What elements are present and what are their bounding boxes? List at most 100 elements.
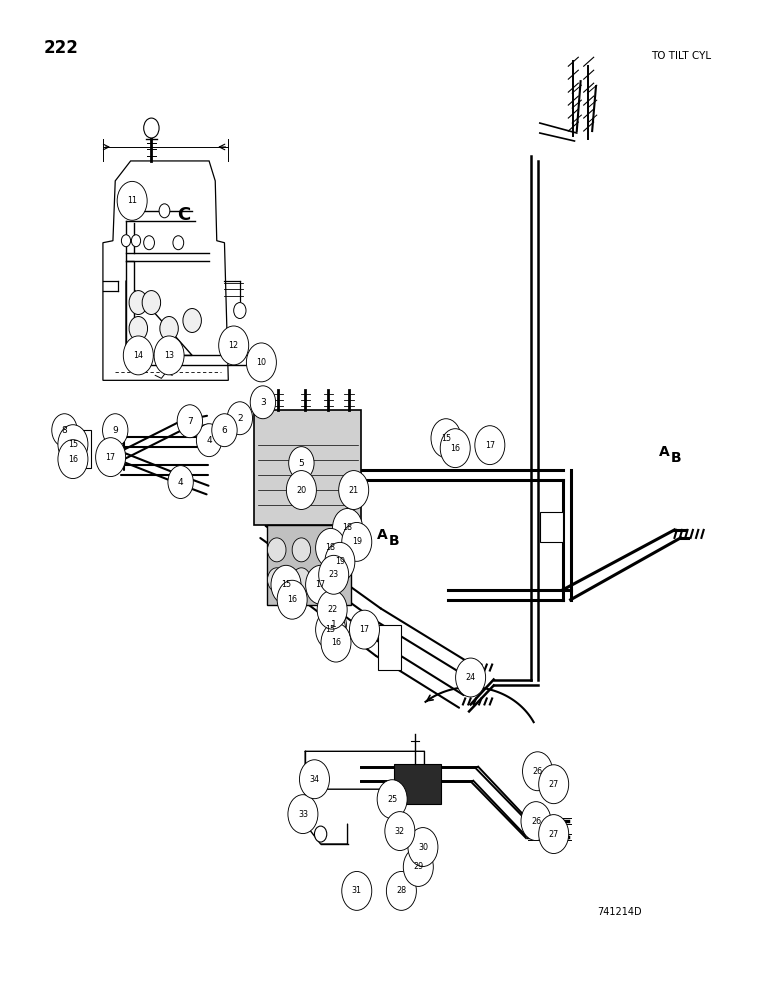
Circle shape <box>321 623 351 662</box>
Text: 14: 14 <box>134 351 144 360</box>
Text: 10: 10 <box>256 358 266 367</box>
Text: 33: 33 <box>298 810 308 819</box>
Circle shape <box>300 760 330 799</box>
Circle shape <box>144 236 154 250</box>
FancyBboxPatch shape <box>126 261 134 365</box>
Circle shape <box>173 236 184 250</box>
Circle shape <box>212 414 237 447</box>
Circle shape <box>378 780 407 819</box>
FancyBboxPatch shape <box>378 625 401 670</box>
Circle shape <box>142 291 161 315</box>
Circle shape <box>321 608 347 641</box>
Circle shape <box>183 309 201 332</box>
Text: 32: 32 <box>394 827 405 836</box>
Text: 15: 15 <box>326 625 336 634</box>
Circle shape <box>154 336 184 375</box>
Text: C: C <box>177 206 191 224</box>
Text: 18: 18 <box>343 523 353 532</box>
Text: 30: 30 <box>418 843 428 852</box>
FancyBboxPatch shape <box>394 764 442 804</box>
Text: 23: 23 <box>329 570 339 579</box>
Circle shape <box>218 326 249 365</box>
Text: 31: 31 <box>352 886 362 895</box>
Text: 16: 16 <box>331 638 341 647</box>
Circle shape <box>292 538 310 562</box>
Text: 15: 15 <box>68 440 78 449</box>
Text: 18: 18 <box>326 543 336 552</box>
Circle shape <box>103 414 128 447</box>
Circle shape <box>306 565 336 604</box>
Circle shape <box>342 871 372 910</box>
Text: 28: 28 <box>396 886 406 895</box>
Circle shape <box>160 317 178 340</box>
Text: 11: 11 <box>127 196 137 205</box>
Circle shape <box>475 426 505 465</box>
Circle shape <box>250 386 276 419</box>
Circle shape <box>246 343 276 382</box>
Circle shape <box>319 555 349 594</box>
Circle shape <box>539 765 569 804</box>
Text: 34: 34 <box>310 775 320 784</box>
Text: 25: 25 <box>387 795 398 804</box>
Circle shape <box>58 440 88 479</box>
Text: 5: 5 <box>299 459 304 468</box>
Text: 13: 13 <box>164 351 174 360</box>
Circle shape <box>129 343 147 367</box>
Circle shape <box>288 795 318 834</box>
Circle shape <box>316 610 346 649</box>
Polygon shape <box>126 281 192 355</box>
Circle shape <box>131 235 141 247</box>
Circle shape <box>277 580 307 619</box>
Text: 222: 222 <box>44 39 79 57</box>
Circle shape <box>227 402 252 435</box>
Text: 2: 2 <box>237 414 242 423</box>
Circle shape <box>385 812 415 851</box>
Text: 20: 20 <box>296 486 306 495</box>
Circle shape <box>386 871 416 910</box>
FancyBboxPatch shape <box>74 430 91 468</box>
Text: 16: 16 <box>450 444 460 453</box>
Text: 17: 17 <box>485 441 495 450</box>
Circle shape <box>325 542 355 581</box>
Polygon shape <box>103 161 229 380</box>
Text: 24: 24 <box>466 673 476 682</box>
Circle shape <box>159 204 170 218</box>
Text: 15: 15 <box>281 580 291 589</box>
Circle shape <box>160 343 178 367</box>
Circle shape <box>314 826 327 842</box>
Text: 4: 4 <box>178 478 184 487</box>
Circle shape <box>52 414 77 447</box>
Text: 8: 8 <box>62 426 67 435</box>
Text: 15: 15 <box>441 434 451 443</box>
Circle shape <box>124 336 154 375</box>
Circle shape <box>234 303 246 319</box>
Circle shape <box>408 828 438 866</box>
Text: 6: 6 <box>222 426 227 435</box>
Circle shape <box>129 291 147 315</box>
FancyBboxPatch shape <box>540 512 563 542</box>
FancyBboxPatch shape <box>269 542 290 582</box>
FancyBboxPatch shape <box>267 525 351 605</box>
Text: 12: 12 <box>229 341 239 350</box>
Circle shape <box>539 815 569 854</box>
Circle shape <box>289 447 314 480</box>
Circle shape <box>268 538 286 562</box>
Circle shape <box>521 802 551 841</box>
Text: A: A <box>377 528 388 542</box>
Text: 9: 9 <box>113 426 118 435</box>
Text: 27: 27 <box>549 780 559 789</box>
Text: TO TILT CYL: TO TILT CYL <box>652 51 712 61</box>
Text: 22: 22 <box>327 605 337 614</box>
Circle shape <box>523 752 553 791</box>
Text: 27: 27 <box>549 830 559 839</box>
Circle shape <box>286 471 317 509</box>
Circle shape <box>268 568 286 592</box>
Text: 17: 17 <box>360 625 370 634</box>
Circle shape <box>168 466 193 499</box>
Circle shape <box>121 235 130 247</box>
Circle shape <box>271 565 301 604</box>
Circle shape <box>129 317 147 340</box>
Circle shape <box>455 658 486 697</box>
Text: 4: 4 <box>206 436 212 445</box>
Circle shape <box>333 508 363 547</box>
